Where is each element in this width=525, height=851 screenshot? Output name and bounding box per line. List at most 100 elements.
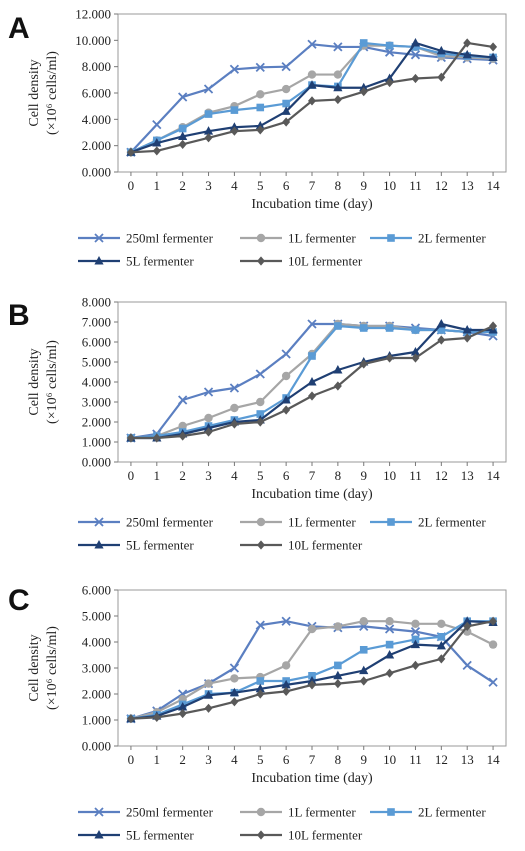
data-point [385,41,394,50]
data-point [256,125,265,135]
data-point [152,433,161,443]
data-point [333,70,343,79]
data-point [281,395,291,404]
legend-marker [94,540,104,549]
data-point [411,43,420,51]
x-tick-label: 5 [257,178,264,193]
x-axis-title: Incubation time (day) [251,487,373,502]
panel-label: A [8,12,30,45]
data-point [281,371,291,381]
data-point [203,423,214,432]
data-point [333,622,343,631]
x-tick-label: 0 [128,178,135,193]
x-tick-label: 6 [283,468,290,483]
data-point [463,38,472,48]
data-point [281,62,291,72]
data-point [178,431,187,441]
data-point [255,620,265,630]
chart-panel-a: A 0.000 2.000 4.000 6.000 8.000 10.000 12.000 0 1… [8,7,507,269]
data-point [385,617,394,626]
data-point [152,119,162,130]
series-5l-fermenter [126,37,498,156]
data-point [256,677,265,685]
data-point [410,50,421,60]
data-point [307,39,317,49]
legend-label: 250ml fermenter [126,805,214,820]
x-tick-label: 11 [409,752,422,767]
data-point [256,417,265,427]
y-tick-label: 0.000 [82,455,111,470]
x-tick-label: 3 [205,468,212,483]
data-point [230,403,239,413]
y-tick-label: 6.000 [82,86,111,101]
data-point [178,131,188,140]
legend-label: 10L fermenter [288,828,363,843]
legend: 250ml fermenter 1L fermenter 2L fermenter 5… [78,515,486,553]
data-point [307,377,317,386]
x-tick-label: 12 [435,752,448,767]
x-tick-label: 12 [435,178,448,193]
data-point [410,347,421,356]
x-tick-label: 13 [461,468,474,483]
legend-marker [94,830,104,839]
data-point [411,73,420,84]
y-tick-label: 3.000 [82,661,111,676]
data-point [437,335,446,345]
x-tick-label: 11 [409,178,422,193]
data-point [281,661,291,670]
data-point [229,663,240,673]
data-point [359,87,368,97]
y-tick-label: 2.000 [82,415,111,430]
data-point [436,319,446,328]
legend-label: 250ml fermenter [126,515,214,530]
data-point [359,324,368,332]
data-point [308,672,316,680]
y-tick-label: 5.000 [82,355,111,370]
x-tick-label: 9 [360,752,367,767]
x-tick-label: 9 [360,468,367,483]
data-point [385,640,394,649]
y-tick-label: 4.000 [82,112,111,127]
y-axis-title: Cell density [27,348,42,415]
data-point [281,616,291,626]
data-point [203,126,214,135]
legend-marker [94,233,104,243]
x-tick-label: 0 [128,468,135,483]
x-axis-title: Incubation time (day) [251,197,373,212]
legend-label: 5L fermenter [126,538,194,553]
legend-label: 1L fermenter [288,231,356,246]
data-point [256,103,265,112]
plot-frame [117,589,507,747]
x-tick-label: 5 [257,468,264,483]
data-point [204,679,213,688]
data-point [308,352,316,360]
legend-label: 2L fermenter [418,231,486,246]
data-point [436,640,446,650]
data-point [462,325,472,334]
data-point [256,397,265,407]
data-point [463,621,472,631]
y-tick-label: 2.000 [82,138,111,153]
data-point [178,139,187,149]
x-tick-label: 0 [128,752,135,767]
data-point [203,387,214,397]
legend-item-2l-fermenter: 2L fermenter [370,515,486,530]
y-tick-label: 12.000 [75,7,111,22]
x-tick-label: 2 [179,752,186,767]
data-point [333,94,342,105]
legend-label: 1L fermenter [288,805,356,820]
data-point [256,90,265,99]
data-point [307,70,317,79]
x-tick-label: 13 [461,752,474,767]
data-point [333,381,342,391]
data-point [489,321,498,331]
legend-item-5l-fermenter: 5L fermenter [78,538,194,553]
data-point [281,349,291,359]
data-point [126,147,135,157]
data-point [203,690,214,699]
x-tick-label: 3 [205,752,212,767]
data-point [359,359,368,369]
data-point [488,640,498,649]
x-tick-label: 14 [487,178,501,193]
